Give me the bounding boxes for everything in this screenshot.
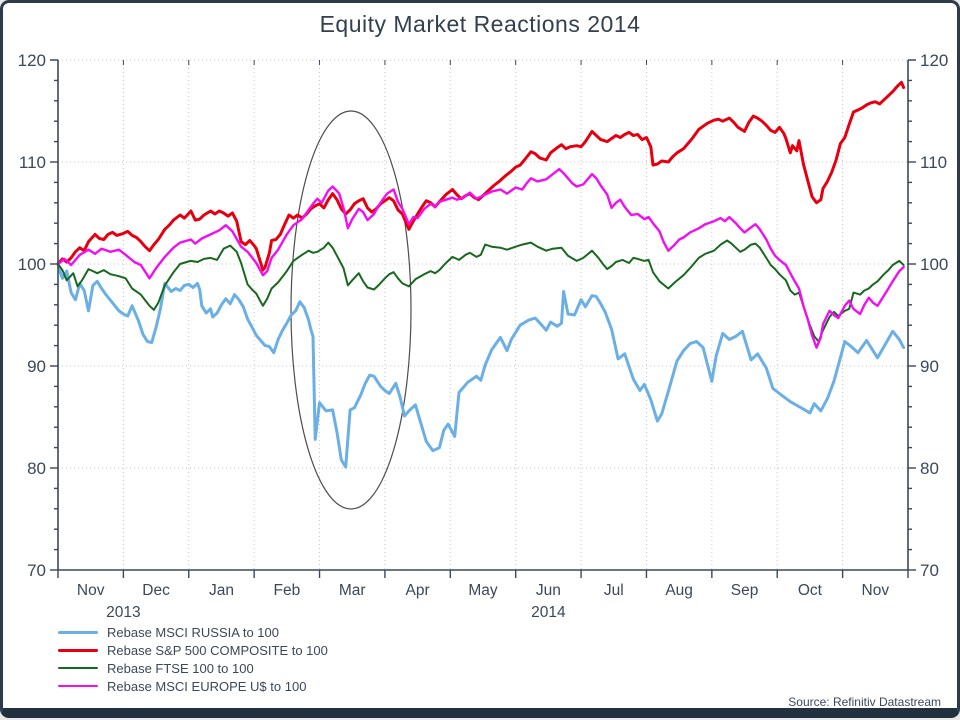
x-month-label: Aug	[665, 582, 693, 599]
y-tick-label-right: 120	[920, 51, 948, 70]
series-line-3	[56, 167, 905, 349]
x-month-label: Jan	[209, 582, 234, 599]
x-year-label: 2014	[531, 604, 566, 621]
legend-swatch-msci-europe	[58, 684, 98, 688]
y-tick-label-left: 70	[27, 561, 46, 580]
x-month-label: Jul	[604, 582, 624, 599]
plot-area: 70 70 80 80 90 90 100 100 110 110 120 120 Nov Dec Jan F…	[18, 51, 949, 621]
chart-title: Equity Market Reactions 2014	[319, 11, 641, 37]
x-month-label: Jun	[536, 582, 561, 599]
legend-label-msci-europe: Rebase MSCI EUROPE U$ to 100	[107, 678, 307, 694]
x-month-label: May	[468, 582, 498, 599]
y-tick-label-left: 100	[18, 255, 46, 274]
x-month-label: Oct	[798, 582, 823, 599]
legend-item-msci-europe: Rebase MSCI EUROPE U$ to 100	[58, 677, 328, 695]
source-label: Source: Refinitiv Datastream	[788, 695, 941, 709]
y-tick-label-right: 70	[920, 561, 939, 580]
x-month-label: Feb	[273, 582, 300, 599]
legend-swatch-msci-russia	[58, 630, 98, 634]
x-month-label: Dec	[142, 582, 170, 599]
x-month-label: Sep	[731, 582, 759, 599]
y-tick-label-left: 120	[18, 51, 46, 70]
legend-label-sp500: Rebase S&P 500 COMPOSITE to 100	[107, 642, 328, 658]
y-tick-label-right: 110	[920, 153, 947, 172]
x-month-label: Mar	[339, 582, 366, 599]
y-tick-label-right: 100	[920, 255, 948, 274]
legend-label-msci-russia: Rebase MSCI RUSSIA to 100	[107, 624, 279, 640]
highlight-ellipse	[290, 110, 412, 510]
legend-item-sp500: Rebase S&P 500 COMPOSITE to 100	[58, 641, 328, 659]
y-tick-label-left: 90	[27, 357, 46, 376]
legend-label-ftse100: Rebase FTSE 100 to 100	[107, 660, 254, 676]
legend-swatch-sp500	[58, 648, 98, 652]
x-month-label: Apr	[406, 582, 430, 599]
x-month-label: Nov	[77, 582, 105, 599]
y-tick-label-right: 80	[920, 459, 939, 478]
y-tick-label-left: 80	[27, 459, 46, 478]
legend: Rebase MSCI RUSSIA to 100 Rebase S&P 500…	[58, 623, 328, 695]
series-line-0	[56, 262, 906, 469]
x-year-label: 2013	[106, 604, 140, 621]
x-month-label: Nov	[862, 582, 890, 599]
y-tick-label-right: 90	[920, 357, 939, 376]
y-tick-label-left: 110	[19, 153, 46, 172]
legend-item-ftse100: Rebase FTSE 100 to 100	[58, 659, 328, 677]
series-line-2	[57, 239, 905, 343]
legend-swatch-ftse100	[58, 667, 98, 669]
legend-item-msci-russia: Rebase MSCI RUSSIA to 100	[58, 623, 328, 641]
